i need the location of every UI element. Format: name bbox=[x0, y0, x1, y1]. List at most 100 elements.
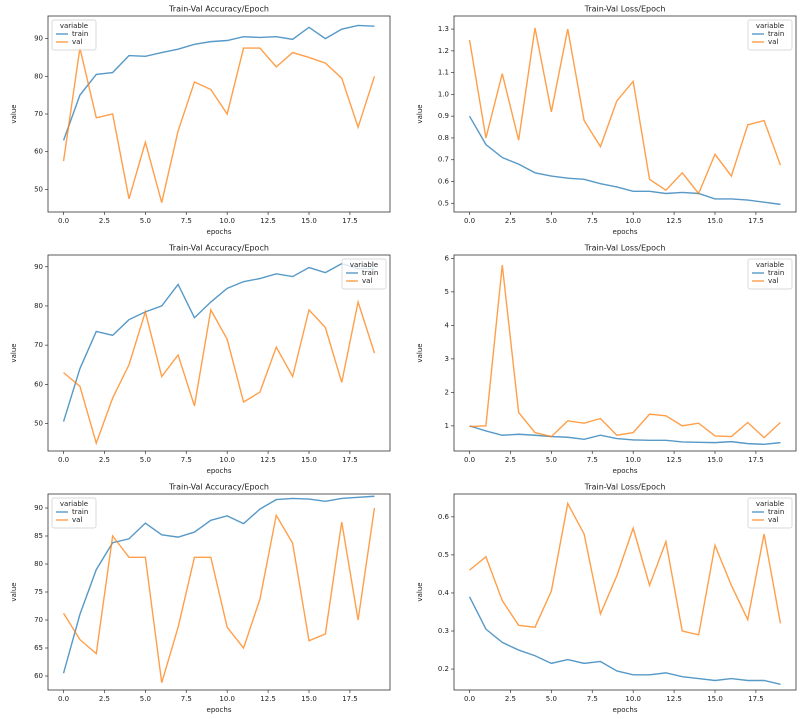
y-tick-label: 60 bbox=[34, 148, 43, 156]
series-line bbox=[469, 425, 781, 446]
y-tick-label: 50 bbox=[34, 420, 43, 428]
y-tick-label: 90 bbox=[34, 504, 43, 512]
x-tick-label: 12.5 bbox=[260, 456, 276, 464]
y-tick-label: 70 bbox=[34, 616, 43, 624]
y-tick-label: 3 bbox=[445, 355, 449, 363]
x-tick-label: 12.5 bbox=[666, 456, 682, 464]
x-tick-label: 0.0 bbox=[464, 695, 475, 703]
legend-label: val bbox=[362, 277, 372, 285]
plot-frame bbox=[453, 493, 797, 691]
series-line bbox=[468, 27, 782, 195]
line-chart: Train-Val Loss/Epoch epochs value 0.2 0.3 0.4… bbox=[416, 483, 797, 714]
x-tick-label: 0.0 bbox=[58, 695, 69, 703]
y-tick-label: 0.4 bbox=[438, 589, 450, 597]
plot-frame bbox=[453, 15, 797, 213]
y-tick-label: 65 bbox=[34, 644, 43, 652]
plot-frame bbox=[47, 493, 391, 691]
y-tick-label: 1.1 bbox=[438, 69, 449, 77]
line-chart: Train-Val Loss/Epoch epochs value 1 2 3 4 5 6 0.0… bbox=[416, 244, 797, 475]
series-line bbox=[62, 495, 375, 674]
series-line bbox=[62, 262, 375, 422]
chart-title: Train-Val Loss/Epoch bbox=[584, 483, 666, 492]
y-tick-label: 5 bbox=[445, 288, 449, 296]
y-tick-label: 75 bbox=[34, 588, 43, 596]
x-tick-label: 2.5 bbox=[505, 695, 516, 703]
y-tick-label: 2 bbox=[445, 388, 449, 396]
y-tick-label: 1.2 bbox=[438, 47, 449, 55]
legend-label: train bbox=[768, 30, 784, 38]
y-tick-label: 80 bbox=[34, 560, 43, 568]
x-tick-label: 2.5 bbox=[505, 217, 516, 225]
y-tick-label: 0.5 bbox=[438, 199, 449, 207]
y-tick-label: 0.2 bbox=[438, 665, 449, 673]
x-tick-label: 7.5 bbox=[181, 456, 192, 464]
y-axis-label: value bbox=[416, 343, 424, 362]
x-tick-label: 7.5 bbox=[587, 217, 598, 225]
x-tick-label: 15.0 bbox=[301, 456, 317, 464]
x-tick-label: 17.5 bbox=[342, 217, 358, 225]
x-tick-label: 17.5 bbox=[748, 217, 764, 225]
y-tick-label: 0.3 bbox=[438, 627, 449, 635]
legend-title: variable bbox=[60, 500, 88, 508]
y-tick-label: 0.5 bbox=[438, 551, 449, 559]
x-axis-label: epochs bbox=[613, 467, 638, 475]
x-tick-label: 12.5 bbox=[260, 695, 276, 703]
x-tick-label: 5.0 bbox=[140, 695, 151, 703]
y-tick-label: 0.6 bbox=[438, 513, 450, 521]
x-tick-label: 0.0 bbox=[58, 456, 69, 464]
line-chart: Train-Val Accuracy/Epoch epochs value 60 65 7… bbox=[10, 483, 391, 714]
x-tick-label: 7.5 bbox=[181, 695, 192, 703]
series-line bbox=[62, 24, 375, 141]
x-tick-label: 15.0 bbox=[707, 456, 723, 464]
y-axis-label: value bbox=[10, 582, 18, 601]
x-tick-label: 7.5 bbox=[587, 456, 598, 464]
x-tick-label: 12.5 bbox=[666, 695, 682, 703]
legend-title: variable bbox=[756, 22, 784, 30]
x-tick-label: 12.5 bbox=[260, 217, 276, 225]
legend-label: val bbox=[768, 277, 778, 285]
x-tick-label: 17.5 bbox=[748, 456, 764, 464]
x-tick-label: 7.5 bbox=[587, 695, 598, 703]
legend-title: variable bbox=[756, 500, 784, 508]
y-tick-label: 80 bbox=[34, 72, 43, 80]
x-tick-label: 10.0 bbox=[219, 217, 235, 225]
legend-label: train bbox=[72, 30, 88, 38]
x-tick-label: 10.0 bbox=[625, 695, 641, 703]
series-line bbox=[468, 596, 781, 685]
chart-title: Train-Val Loss/Epoch bbox=[584, 244, 666, 253]
x-tick-label: 10.0 bbox=[625, 217, 641, 225]
y-tick-label: 1 bbox=[445, 422, 449, 430]
y-axis-label: value bbox=[416, 104, 424, 123]
legend-label: train bbox=[768, 269, 784, 277]
x-tick-label: 0.0 bbox=[58, 217, 69, 225]
plot-frame bbox=[47, 15, 391, 213]
legend-label: val bbox=[72, 516, 82, 524]
legend-title: variable bbox=[756, 261, 784, 269]
x-tick-label: 15.0 bbox=[301, 695, 317, 703]
y-tick-label: 85 bbox=[34, 532, 43, 540]
legend-label: train bbox=[72, 508, 88, 516]
x-tick-label: 10.0 bbox=[219, 456, 235, 464]
y-tick-label: 0.7 bbox=[438, 156, 449, 164]
x-tick-label: 5.0 bbox=[546, 456, 557, 464]
y-tick-label: 90 bbox=[34, 35, 43, 43]
y-tick-label: 1.0 bbox=[438, 90, 449, 98]
y-tick-label: 60 bbox=[34, 672, 43, 680]
x-tick-label: 5.0 bbox=[546, 695, 557, 703]
series-line bbox=[468, 115, 781, 206]
x-tick-label: 2.5 bbox=[99, 217, 110, 225]
x-axis-label: epochs bbox=[207, 467, 232, 475]
series-line bbox=[469, 501, 782, 636]
x-axis-label: epochs bbox=[207, 228, 232, 236]
legend-label: train bbox=[768, 508, 784, 516]
chart-title: Train-Val Accuracy/Epoch bbox=[168, 244, 269, 253]
x-tick-label: 10.0 bbox=[625, 456, 641, 464]
x-tick-label: 17.5 bbox=[342, 456, 358, 464]
y-tick-label: 0.8 bbox=[438, 134, 449, 142]
